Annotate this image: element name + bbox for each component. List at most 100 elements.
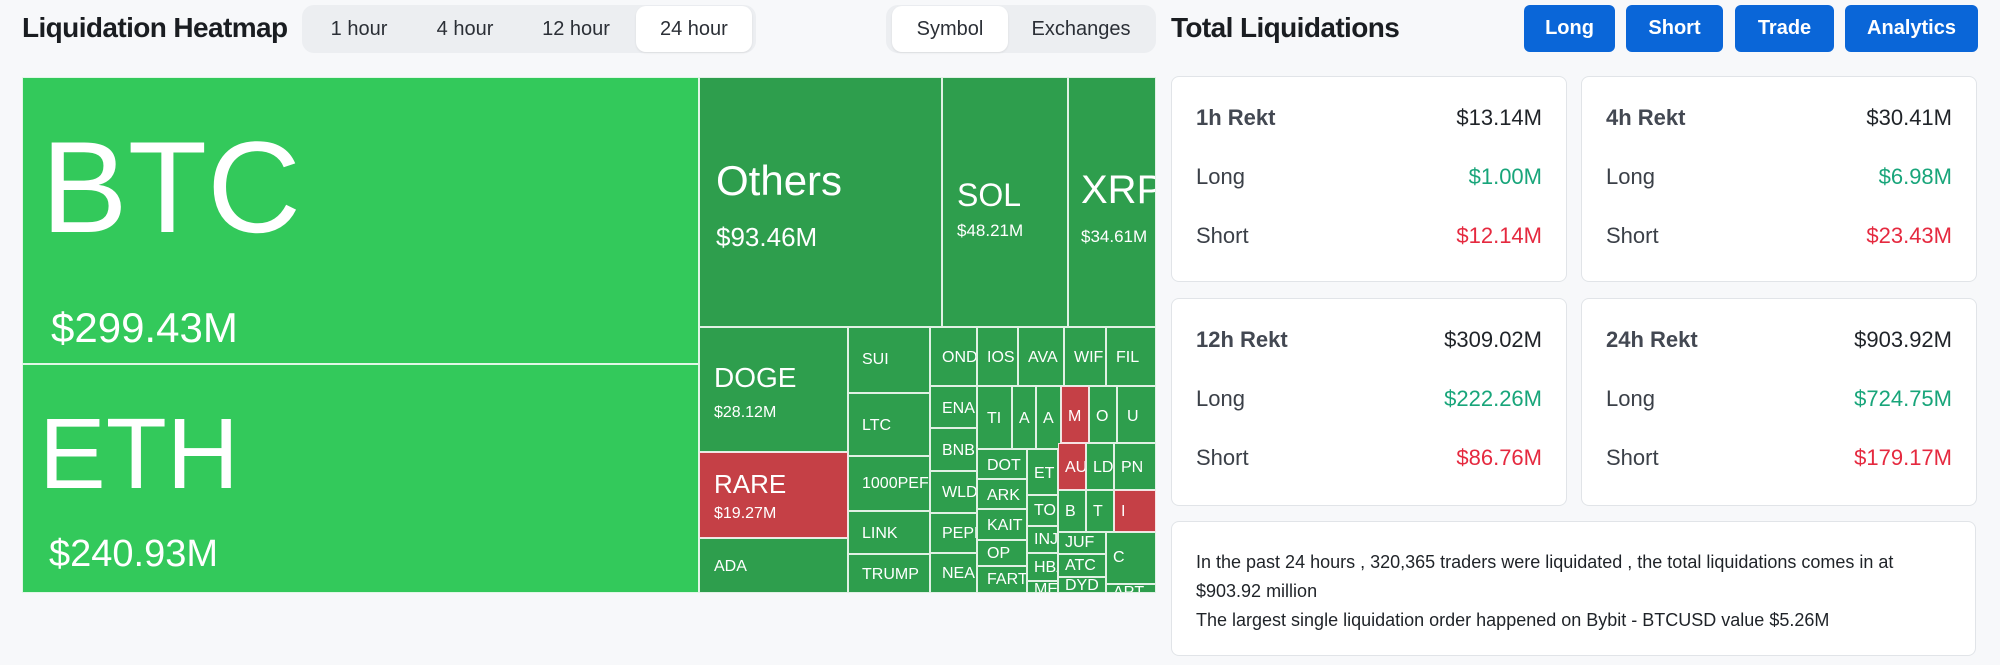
liquidation-summary: In the past 24 hours , 320,365 traders w… [1171,521,1976,656]
heatmap-tile-rare[interactable]: RARE $19.27M [699,452,848,538]
heatmap-tile-dyd[interactable]: DYD [1058,577,1106,593]
tile-symbol: DOT [987,457,1021,474]
long-button[interactable]: Long [1524,5,1615,52]
tile-symbol: TRUMP [862,566,919,583]
stat-card-12h: 12h Rekt $309.02M Long $222.26M Short $8… [1171,298,1567,506]
heatmap-tile-trump[interactable]: TRUMP [848,554,930,593]
tab-symbol[interactable]: Symbol [892,6,1008,52]
analytics-button[interactable]: Analytics [1845,5,1978,52]
heatmap-tile-b[interactable]: B [1058,490,1086,532]
heatmap-tile-ti[interactable]: TI [977,386,1012,449]
tile-symbol: OND [942,349,977,366]
short-label: Short [1196,223,1249,248]
stat-row-total: 24h Rekt $903.92M [1606,327,1952,353]
heatmap-tile-wif[interactable]: WIF [1064,327,1106,386]
tile-symbol: M [1068,408,1082,425]
heatmap-tile-ios[interactable]: IOS [977,327,1018,386]
tile-symbol: Others [716,157,843,204]
heatmap-tile-wld[interactable]: WLD [930,471,977,513]
heatmap-tile-btc[interactable]: BTC $299.43M [22,77,699,364]
heatmap-tile-inj[interactable]: INJ [1027,526,1058,553]
heatmap-tile-o[interactable]: O [1089,386,1117,443]
tile-symbol: ARK [987,487,1020,504]
long-label: Long [1606,164,1655,189]
long-label: Long [1606,386,1655,411]
heatmap-tile-apt[interactable]: APT [1106,584,1156,593]
heatmap-tile-neai[interactable]: NEAI [930,553,977,593]
long-value: $724.75M [1854,386,1952,411]
heatmap-tile-u[interactable]: U [1117,386,1156,443]
heatmap-tile-ava[interactable]: AVA [1018,327,1064,386]
heatmap-tile-bnb[interactable]: BNB [930,428,977,471]
tile-symbol: MEI [1034,581,1058,593]
long-label: Long [1196,164,1245,189]
tile-symbol: ADA [714,558,747,575]
heatmap-tile-ark[interactable]: ARK [977,479,1027,509]
tile-value: $19.27M [714,505,777,522]
heatmap-tile-fil[interactable]: FIL [1106,327,1156,386]
stat-total: $30.41M [1866,105,1952,130]
tile-symbol: A [1043,410,1054,427]
tile-value: $28.12M [714,404,777,421]
heatmap-tile-doge[interactable]: DOGE $28.12M [699,327,848,452]
tab-1-hour[interactable]: 1 hour [330,17,388,40]
heatmap-tile-atc[interactable]: ATC [1058,554,1106,577]
tile-symbol: LD [1093,459,1114,476]
stat-row-short: Short $12.14M [1196,223,1542,249]
heatmap-tile-others[interactable]: Others $93.46M [699,77,942,327]
trade-button[interactable]: Trade [1735,5,1834,52]
heatmap-tile-m[interactable]: M [1061,386,1089,443]
heatmap-tile-ada[interactable]: ADA [699,538,848,593]
heatmap-tile-au[interactable]: AU [1058,443,1086,490]
summary-line-traders: In the past 24 hours , 320,365 traders w… [1196,552,1894,601]
long-value: $6.98M [1878,164,1952,189]
long-value: $1.00M [1468,164,1542,189]
short-label: Short [1606,223,1659,248]
heatmap-tile-op[interactable]: OP [977,540,1027,566]
tile-value: $240.93M [49,533,219,575]
heatmap-tile-kait[interactable]: KAIT [977,509,1027,540]
heatmap-tile-eth[interactable]: ETH $240.93M [22,364,699,593]
short-label: Short [1196,445,1249,470]
tab-12-hour[interactable]: 12 hour [542,17,610,40]
heatmap-tile-ld[interactable]: LD [1086,443,1114,490]
heatmap-tile-1000pef[interactable]: 1000PEF [848,456,930,511]
tab-24-hour[interactable]: 24 hour [636,6,752,52]
heatmap-tile-sui[interactable]: SUI [848,327,930,393]
heatmap-tile-ton[interactable]: TON [1027,495,1058,526]
heatmap-tile-i[interactable]: I [1114,490,1156,532]
tile-symbol: BTC [41,114,301,260]
tab-4-hour[interactable]: 4 hour [436,17,494,40]
tile-symbol: ATC [1065,557,1096,574]
heatmap-tile-juf[interactable]: JUF [1058,532,1106,554]
short-button[interactable]: Short [1626,5,1723,52]
heatmap-tile-c[interactable]: C [1106,532,1156,584]
tile-symbol: HBA [1034,559,1057,576]
tile-symbol: SOL [957,177,1022,213]
heatmap-tile-pn[interactable]: PN [1114,443,1156,490]
tile-symbol: O [1096,408,1109,425]
heatmap-tile-dot[interactable]: DOT [977,449,1027,479]
heatmap-tile-xrp[interactable]: XRP $34.61M [1068,77,1156,327]
heatmap-tile-pepe[interactable]: PEPE [930,513,977,553]
heatmap-tile-a[interactable]: A [1036,386,1061,449]
tile-symbol: PEPE [942,525,976,542]
heatmap-tile-mei[interactable]: MEI [1027,581,1058,593]
stat-total: $903.92M [1854,327,1952,352]
tile-symbol: AVA [1028,349,1058,366]
heatmap-tile-ond[interactable]: OND [930,327,977,386]
heatmap-tile-hba[interactable]: HBA [1027,553,1058,581]
heatmap-tile-a[interactable]: A [1012,386,1036,449]
tile-value: $48.21M [957,221,1024,240]
heatmap-tile-et[interactable]: ET [1027,449,1058,495]
heatmap-tile-ltc[interactable]: LTC [848,393,930,456]
tile-symbol: T [1093,503,1103,520]
heatmap-tile-fart[interactable]: FART [977,566,1027,593]
tile-value: $93.46M [716,222,818,252]
heatmap-tile-t[interactable]: T [1086,490,1114,532]
tile-symbol: KAIT [987,517,1023,534]
heatmap-tile-link[interactable]: LINK [848,511,930,554]
tab-exchanges[interactable]: Exchanges [1031,17,1131,40]
heatmap-tile-sol[interactable]: SOL $48.21M [942,77,1068,327]
heatmap-tile-ena[interactable]: ENA [930,386,977,428]
